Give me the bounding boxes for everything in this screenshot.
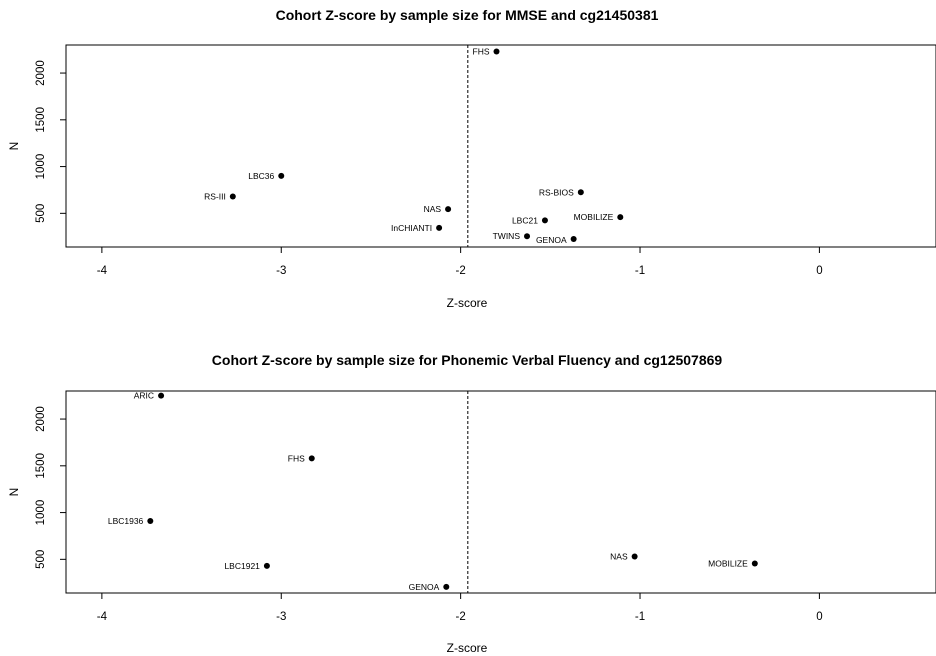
data-point [229, 193, 236, 200]
x-axis-title: Z-score [447, 296, 488, 310]
data-point [570, 236, 577, 243]
data-point [751, 560, 758, 567]
y-tick-label: 1500 [35, 453, 47, 479]
data-point [541, 217, 548, 224]
point-label: RS-BIOS [539, 187, 574, 197]
chart-panel-1: Cohort Z-score by sample size for MMSE a… [7, 7, 936, 310]
data-point [445, 206, 452, 213]
x-tick-label: -2 [456, 611, 466, 623]
y-tick-label: 2000 [35, 60, 47, 86]
data-point [631, 553, 638, 560]
data-point [436, 224, 443, 231]
point-label: GENOA [536, 235, 567, 245]
data-point [263, 562, 270, 569]
x-tick-label: 0 [816, 611, 822, 623]
point-label: FHS [473, 47, 490, 57]
data-point [493, 48, 500, 55]
chart-title: Cohort Z-score by sample size for Phonem… [212, 352, 723, 368]
data-point [158, 392, 165, 399]
y-tick-label: 500 [35, 204, 47, 223]
plot-frame [65, 390, 936, 594]
data-point [278, 172, 285, 179]
x-tick-label: -4 [97, 611, 108, 623]
point-label: ARIC [134, 391, 154, 401]
x-tick-label: -1 [635, 611, 645, 623]
point-label: GENOA [409, 582, 440, 592]
y-tick-label: 1000 [35, 154, 47, 180]
data-point [308, 455, 315, 462]
point-label: MOBILIZE [708, 559, 748, 569]
point-label: LBC1936 [108, 516, 144, 526]
chart-panel-2: Cohort Z-score by sample size for Phonem… [7, 352, 936, 655]
y-axis-title: N [7, 142, 21, 151]
x-tick-label: -2 [456, 265, 466, 277]
data-point [524, 233, 531, 240]
point-label: InCHIANTI [391, 223, 432, 233]
point-label: FHS [288, 453, 305, 463]
x-tick-label: -4 [97, 265, 108, 277]
point-label: MOBILIZE [574, 212, 614, 222]
data-point [147, 517, 154, 524]
point-label: LBC36 [248, 171, 274, 181]
data-point [443, 583, 450, 590]
point-label: NAS [424, 204, 442, 214]
plot-frame [65, 44, 936, 248]
y-tick-label: 1000 [35, 500, 47, 526]
data-point [577, 189, 584, 196]
y-tick-label: 2000 [35, 406, 47, 432]
point-label: LBC21 [512, 215, 538, 225]
x-tick-label: -3 [276, 265, 286, 277]
chart-title: Cohort Z-score by sample size for MMSE a… [276, 7, 659, 23]
y-tick-label: 500 [35, 550, 47, 569]
point-label: RS-III [204, 192, 226, 202]
x-axis-title: Z-score [447, 641, 488, 655]
x-tick-label: -3 [276, 611, 286, 623]
y-axis-title: N [7, 488, 21, 497]
point-label: LBC1921 [224, 561, 260, 571]
y-tick-label: 1500 [35, 107, 47, 133]
data-point [617, 214, 624, 221]
point-label: TWINS [493, 231, 521, 241]
x-tick-label: -1 [635, 265, 645, 277]
point-label: NAS [610, 552, 628, 562]
x-tick-label: 0 [816, 265, 822, 277]
